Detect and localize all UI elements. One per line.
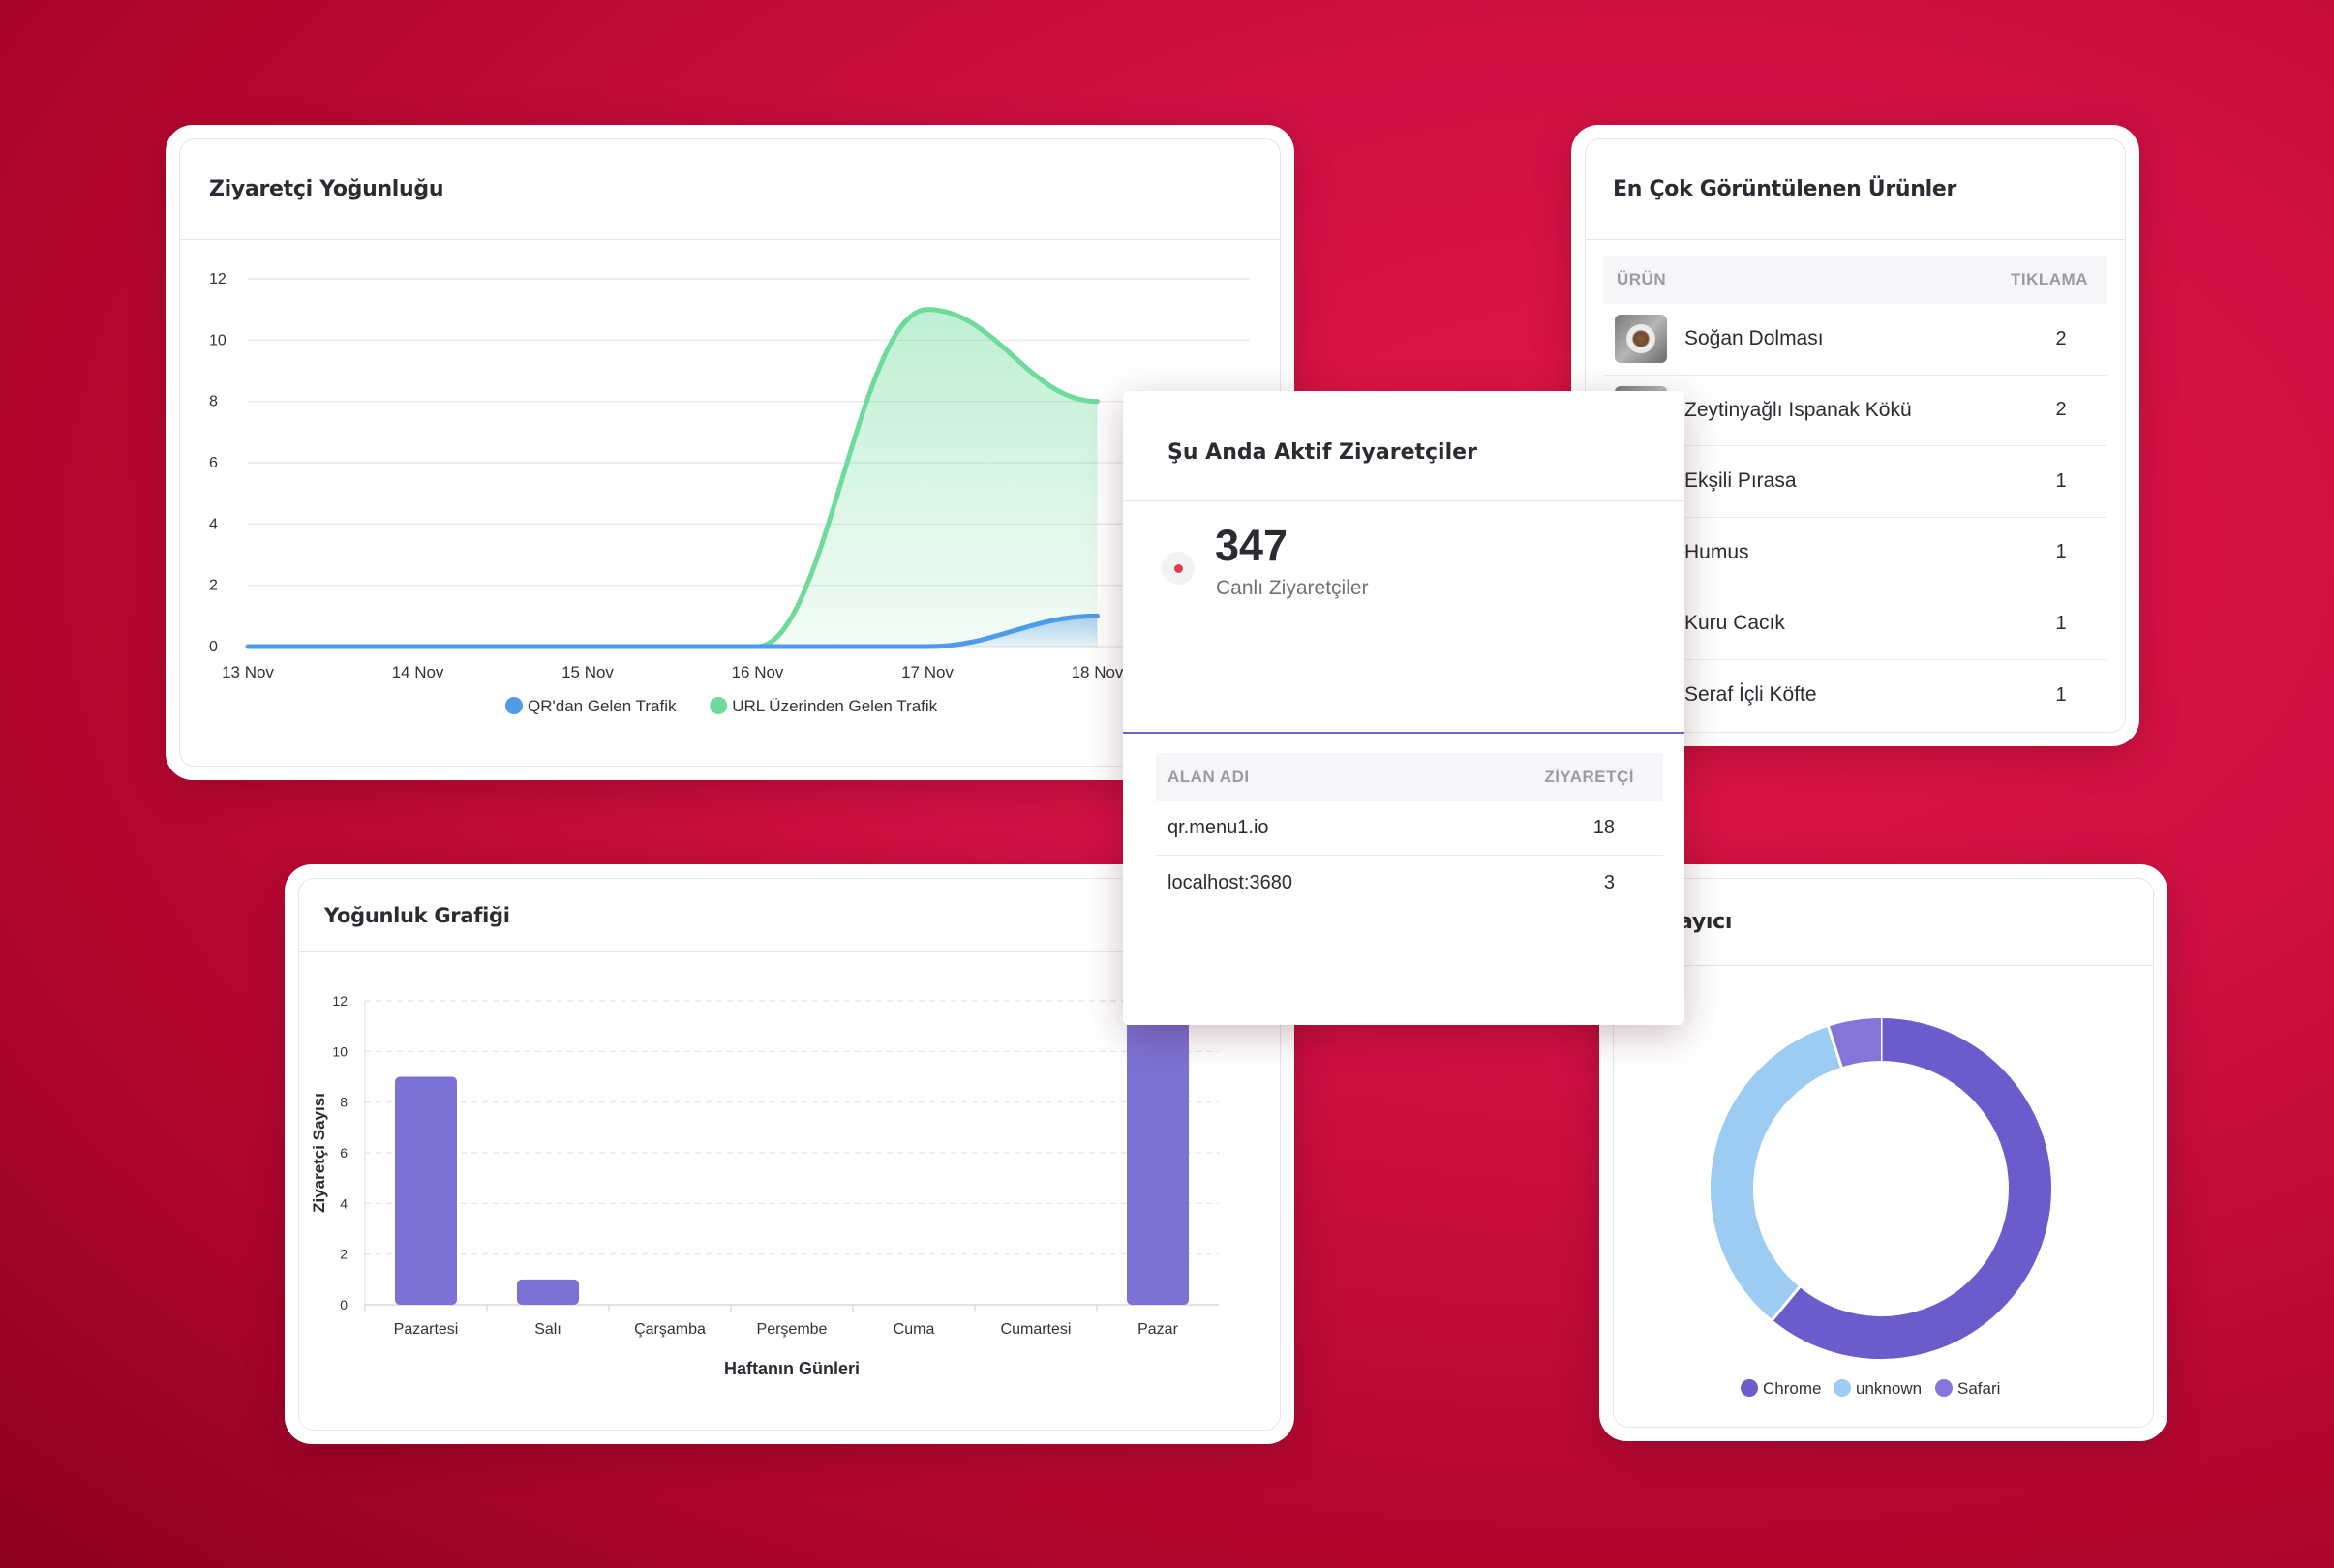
x-tick-label: 17 Nov: [901, 663, 954, 681]
x-tick-label: 18 Nov: [1072, 663, 1124, 681]
legend-label: unknown: [1856, 1379, 1922, 1398]
product-click-count: 1: [2055, 612, 2067, 634]
live-visitor-count: 347: [1215, 521, 1288, 570]
slice-separator: [1771, 1285, 1802, 1321]
table-row[interactable]: localhost:3680 3: [1156, 856, 1663, 910]
bar: [395, 1076, 457, 1305]
series-line: [245, 613, 1100, 649]
y-tick-label: 12: [209, 271, 227, 287]
donut-slice: [1772, 1018, 2051, 1359]
legend-label: QR'dan Gelen Trafik: [528, 697, 677, 715]
active-visitors-card: Şu Anda Aktif Ziyaretçiler 347 Canlı Ziy…: [1123, 391, 1684, 1025]
table-row[interactable]: Soğan Dolması 2: [1603, 304, 2107, 376]
y-tick-label: 4: [209, 516, 218, 532]
product-name: Ekşili Pırasa: [1684, 469, 1797, 493]
products-table-header: ÜRÜN TIKLAMA: [1603, 256, 2107, 304]
x-tick-label: 15 Nov: [561, 663, 614, 681]
product-click-count: 2: [2055, 399, 2067, 421]
live-visitor-label: Canlı Ziyaretçiler: [1216, 577, 1369, 599]
live-indicator-icon: [1162, 552, 1195, 585]
weekly-density-title: Yoğunluk Grafiği: [299, 879, 1280, 952]
product-name: Seraf İçli Köfte: [1684, 683, 1817, 707]
visitor-density-chart: 0 2 4 6 8 10 12 13 Nov 14 Nov 15 Nov 16 Nov 17 Nov 1…: [209, 271, 1250, 715]
legend-label: URL Üzerinden Gelen Trafik: [732, 697, 937, 715]
product-name: Zeytinyağlı Ispanak Kökü: [1684, 398, 1912, 421]
series-area: [248, 309, 1098, 647]
y-tick-label: 0: [209, 639, 218, 655]
product-thumbnail: [1615, 315, 1667, 364]
product-click-count: 2: [2055, 327, 2067, 349]
y-tick-label: 0: [340, 1297, 348, 1312]
domain-visitor-count: 18: [1592, 817, 1615, 838]
legend-marker: [1935, 1379, 1953, 1397]
browser-card: Tarayıcı Chrome unknown Safari: [1599, 864, 2167, 1441]
product-click-count: 1: [2055, 683, 2067, 706]
product-click-count: 1: [2055, 541, 2067, 563]
legend-label: Chrome: [1763, 1379, 1821, 1398]
col-visitors-header: ZİYARETÇİ: [1544, 768, 1634, 786]
legend-label: Safari: [1957, 1379, 2000, 1398]
x-tick-label: 14 Nov: [392, 663, 444, 681]
col-product-header: ÜRÜN: [1617, 270, 1667, 288]
y-tick-label: 2: [340, 1247, 348, 1262]
domain-name: localhost:3680: [1167, 871, 1292, 893]
product-name: Humus: [1684, 540, 1749, 563]
slice-separator: [1827, 1026, 1843, 1068]
y-tick-label: 6: [340, 1145, 348, 1161]
donut-slice: [1828, 1018, 1882, 1068]
product-name: Soğan Dolması: [1684, 327, 1824, 350]
active-visitors-title: Şu Anda Aktif Ziyaretçiler: [1123, 405, 1684, 501]
series-area: [248, 616, 1098, 647]
x-tick-label: 16 Nov: [732, 663, 784, 681]
x-tick-label: Cumartesi: [1001, 1321, 1072, 1338]
y-tick-label: 12: [332, 993, 348, 1009]
col-domain-header: ALAN ADI: [1167, 768, 1250, 786]
x-tick-label: Cuma: [894, 1321, 935, 1338]
legend-marker: [1741, 1379, 1758, 1397]
y-tick-label: 4: [340, 1195, 348, 1211]
browser-donut-chart: Chrome unknown Safari: [1711, 1018, 2051, 1398]
live-visitors-block: 347 Canlı Ziyaretçiler: [1123, 501, 1684, 734]
col-clicks-header: TIKLAMA: [2011, 270, 2088, 288]
legend-marker: [1834, 1379, 1851, 1397]
y-tick-label: 10: [332, 1043, 348, 1059]
domain-name: qr.menu1.io: [1167, 817, 1269, 838]
legend-marker: [710, 697, 728, 714]
x-tick-label: Çarşamba: [634, 1321, 706, 1338]
table-row[interactable]: qr.menu1.io 18: [1156, 801, 1663, 856]
bar: [1127, 1001, 1189, 1305]
bar: [517, 1279, 579, 1305]
x-tick-label: Pazar: [1137, 1321, 1178, 1338]
y-tick-label: 8: [340, 1095, 348, 1110]
visitor-density-card: Ziyaretçi Yoğunluğu 0 2 4 6 8 10 12 13 Nov 14 No…: [166, 125, 1294, 780]
x-tick-label: Salı: [534, 1321, 561, 1338]
x-tick-label: Perşembe: [757, 1321, 828, 1338]
browser-title: Tarayıcı: [1614, 879, 2153, 966]
domains-table-header: ALAN ADI ZİYARETÇİ: [1156, 753, 1663, 801]
x-tick-label: Pazartesi: [394, 1321, 459, 1338]
y-tick-label: 6: [209, 455, 218, 471]
y-tick-label: 2: [209, 578, 218, 594]
product-name: Kuru Cacık: [1684, 612, 1785, 635]
visitor-density-title: Ziyaretçi Yoğunluğu: [180, 139, 1280, 240]
x-axis-label: Haftanın Günleri: [724, 1359, 860, 1378]
weekly-density-chart: 0 2 4 6 8 10 12 Pazartesi Salı Çarşamba Perşembe Cu…: [310, 993, 1219, 1378]
domain-visitor-count: 3: [1603, 871, 1615, 893]
product-click-count: 1: [2055, 469, 2067, 492]
y-tick-label: 8: [209, 394, 218, 410]
weekly-density-card: Yoğunluk Grafiği 0 2 4 6 8 10 12 Pazartesi Salı Ç…: [285, 864, 1294, 1444]
top-products-title: En Çok Görüntülenen Ürünler: [1586, 139, 2125, 240]
y-tick-label: 10: [209, 332, 227, 348]
donut-slice: [1711, 1026, 1842, 1320]
x-tick-label: 13 Nov: [222, 663, 274, 681]
y-axis-label: Ziyaretçi Sayısı: [310, 1093, 328, 1213]
legend-marker: [505, 697, 523, 714]
